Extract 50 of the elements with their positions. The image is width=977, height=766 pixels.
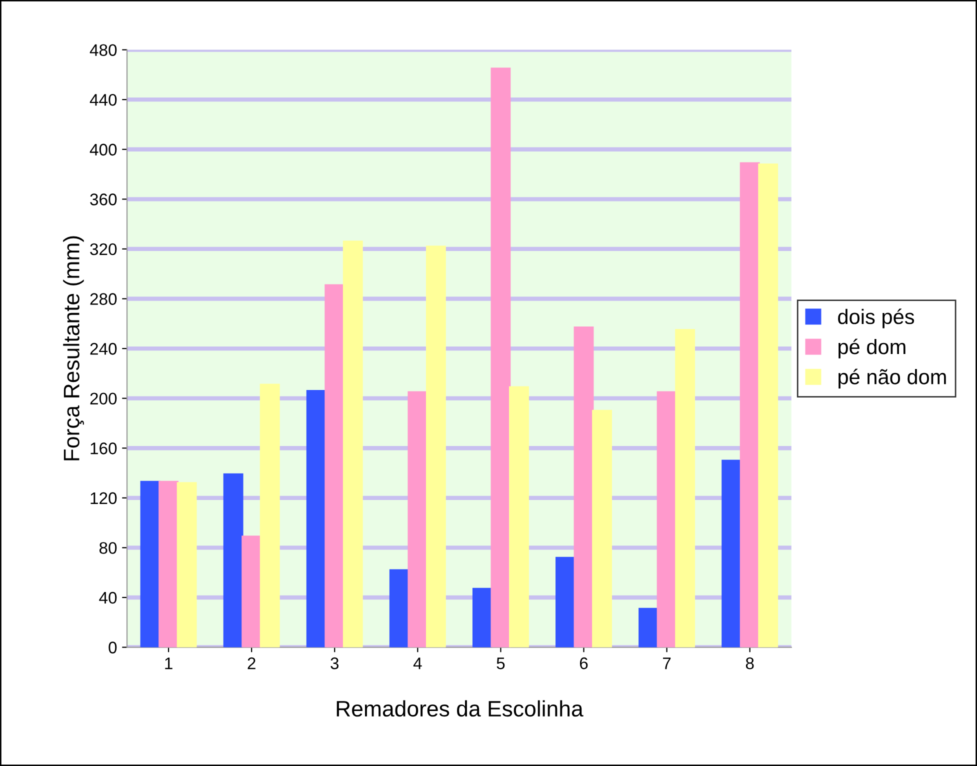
bar: [556, 556, 576, 648]
y-tick-label: 0: [108, 642, 117, 654]
y-tick-label: 320: [90, 243, 117, 256]
y-tick-label: 360: [90, 194, 117, 206]
x-tick-label: 7: [663, 658, 671, 670]
x-tick-label: 8: [746, 657, 754, 670]
bar: [740, 162, 760, 648]
bar: [656, 391, 677, 648]
y-tick-label: 40: [99, 592, 117, 604]
bar: [324, 284, 345, 648]
y-tick-label: 80: [99, 542, 117, 554]
y-tick-label: 160: [90, 442, 117, 454]
bar: [574, 326, 594, 648]
y-tick-label: 440: [90, 94, 117, 106]
bar: [242, 536, 262, 648]
bar: [638, 608, 659, 648]
legend-label: pé não dom: [838, 368, 946, 388]
y-tick-label: 120: [90, 492, 117, 504]
bar: [389, 569, 410, 648]
bar: [342, 240, 363, 648]
bar: [426, 246, 446, 648]
bar: [306, 390, 326, 648]
x-tick-label: 5: [496, 658, 505, 670]
x-tick-label: 2: [248, 657, 256, 670]
x-axis-title: Remadores da Escolinha: [336, 700, 584, 717]
x-tick-label: 6: [580, 657, 588, 670]
bar: [592, 410, 612, 648]
legend-label: pé dom: [838, 338, 906, 358]
bar: [509, 386, 529, 648]
x-tick-label: 1: [165, 658, 172, 670]
x-tick-label: 4: [413, 658, 422, 670]
bar: [158, 480, 178, 648]
y-tick-label: 400: [90, 144, 117, 156]
bar: [472, 588, 492, 648]
bar: [722, 460, 742, 648]
y-tick-label: 240: [90, 342, 117, 355]
bar: [140, 480, 160, 648]
bar: [490, 68, 511, 648]
bar: [223, 473, 244, 648]
legend-label: dois pés: [838, 308, 914, 328]
y-tick-label: 280: [90, 293, 117, 305]
bar: [675, 329, 696, 648]
y-tick-label: 480: [90, 44, 117, 56]
bar: [758, 163, 778, 648]
y-tick-label: 200: [90, 392, 117, 405]
y-axis-title: Força Resultante (mm): [63, 236, 84, 460]
bar: [260, 384, 280, 648]
x-tick-label: 3: [330, 657, 339, 670]
bar: [176, 482, 197, 648]
bar: [408, 391, 428, 648]
